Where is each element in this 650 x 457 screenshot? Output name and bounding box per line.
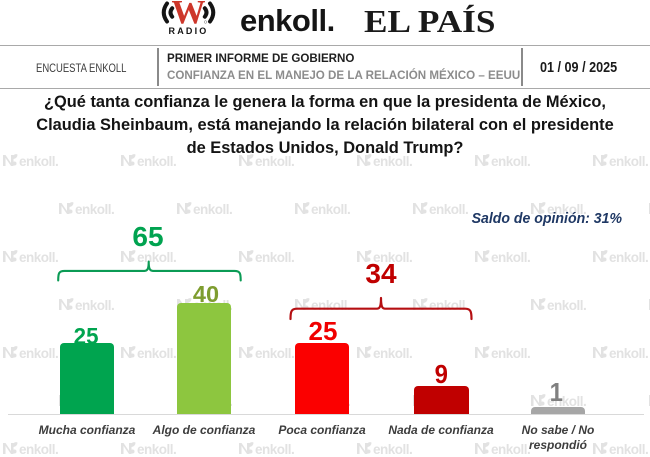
svg-text:RADIO: RADIO bbox=[169, 26, 209, 36]
svg-text:W: W bbox=[172, 0, 206, 31]
